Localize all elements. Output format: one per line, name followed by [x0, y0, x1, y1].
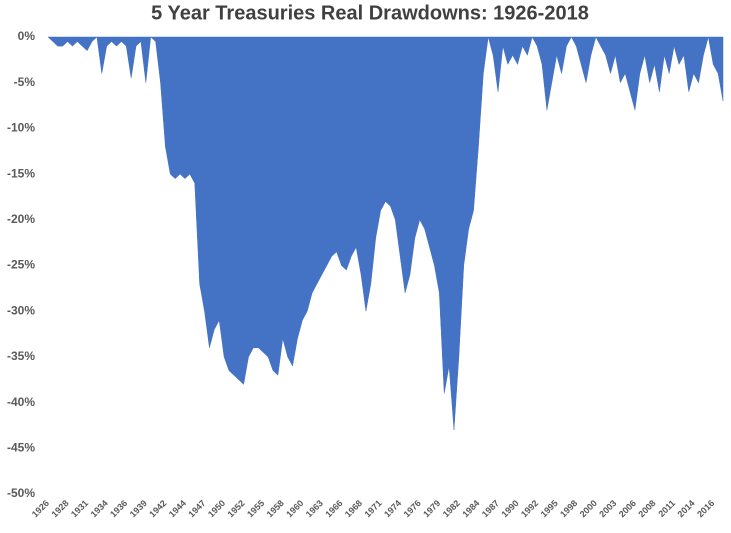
x-tick-label: 1974 [382, 498, 403, 519]
x-tick-label: 1950 [206, 498, 227, 519]
y-tick-label: 0% [18, 29, 36, 43]
x-tick-label: 1936 [108, 498, 129, 519]
y-tick-label: -50% [7, 486, 35, 500]
x-tick-label: 1939 [128, 498, 149, 519]
y-tick-label: -35% [7, 349, 35, 363]
x-tick-label: 1942 [147, 498, 168, 519]
y-tick-label: -25% [7, 258, 35, 272]
x-tick-label: 2016 [695, 498, 716, 519]
x-tick-label: 1963 [304, 498, 325, 519]
x-tick-label: 1979 [421, 498, 442, 519]
y-tick-label: -40% [7, 395, 35, 409]
x-tick-label: 1928 [49, 498, 70, 519]
x-tick-label: 2008 [636, 498, 657, 519]
x-tick-label: 1926 [30, 498, 51, 519]
x-tick-label: 1931 [69, 498, 90, 519]
x-tick-label: 1934 [89, 498, 110, 519]
y-tick-label: -10% [7, 121, 35, 135]
x-tick-label: 1958 [265, 498, 286, 519]
x-tick-label: 1955 [245, 498, 266, 519]
x-tick-label: 1982 [441, 498, 462, 519]
x-tick-label: 1990 [499, 498, 520, 519]
x-tick-label: 1952 [226, 498, 247, 519]
x-tick-label: 1992 [519, 498, 540, 519]
x-tick-label: 1968 [343, 498, 364, 519]
x-tick-label: 2014 [676, 498, 697, 519]
y-tick-label: -30% [7, 303, 35, 317]
x-tick-label: 1998 [558, 498, 579, 519]
x-tick-label: 1947 [186, 498, 207, 519]
y-tick-label: -45% [7, 440, 35, 454]
y-tick-label: -20% [7, 212, 35, 226]
x-tick-label: 1966 [323, 498, 344, 519]
x-tick-label: 2006 [617, 498, 638, 519]
y-tick-label: -5% [14, 75, 36, 89]
x-tick-label: 1984 [460, 498, 481, 519]
y-tick-label: -15% [7, 166, 35, 180]
x-tick-label: 1976 [402, 498, 423, 519]
x-tick-label: 1987 [480, 498, 501, 519]
x-tick-label: 2003 [597, 498, 618, 519]
x-tick-label: 2000 [578, 498, 599, 519]
x-tick-label: 1944 [167, 498, 188, 519]
area [47, 36, 724, 431]
x-tick-label: 1960 [284, 498, 305, 519]
chart-title: 5 Year Treasuries Real Drawdowns: 1926-2… [151, 2, 589, 24]
x-tick-label: 2011 [656, 498, 677, 519]
x-tick-label: 1995 [539, 498, 560, 519]
x-tick-label: 1971 [362, 498, 383, 519]
